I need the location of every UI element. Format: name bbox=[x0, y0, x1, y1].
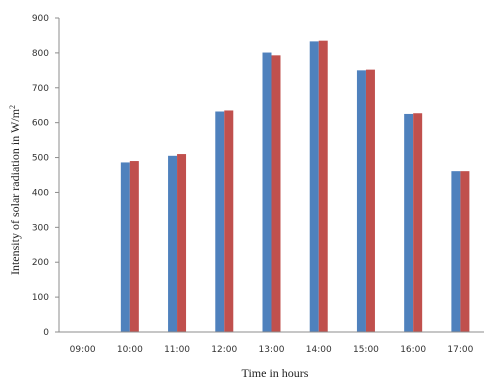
bar-series-2-1200 bbox=[224, 110, 234, 332]
bar-series-2-1500 bbox=[365, 69, 375, 332]
bar-series-1-1700 bbox=[451, 171, 461, 332]
y-tick-label: 300 bbox=[32, 223, 49, 233]
x-tick-labels: 09:00 10:00 11:00 12:00 13:00 14:00 15:00 16:00… bbox=[70, 345, 474, 355]
bar-series-1-1500 bbox=[356, 70, 366, 332]
y-tick-label: 400 bbox=[32, 188, 49, 198]
y-axis-title-main: Intensity of solar radiation in W/m bbox=[8, 108, 22, 275]
bar-series-1-1000 bbox=[120, 162, 130, 332]
x-tick-label: 09:00 bbox=[70, 345, 96, 355]
bar-series-2-1700 bbox=[460, 171, 470, 332]
y-tick-label: 100 bbox=[32, 293, 49, 303]
bar-series-1-1200 bbox=[215, 111, 225, 332]
y-tick-label: 200 bbox=[32, 258, 49, 268]
bar-series-2-1100 bbox=[177, 154, 187, 332]
y-axis-title-superscript: 2 bbox=[8, 105, 17, 109]
bar-series-1-1100 bbox=[168, 155, 178, 332]
x-tick-label: 16:00 bbox=[400, 345, 426, 355]
x-axis-title: Time in hours bbox=[242, 366, 309, 379]
x-tick-label: 14:00 bbox=[306, 345, 332, 355]
y-tick-label: 0 bbox=[43, 328, 49, 338]
bar-series-2-1300 bbox=[271, 55, 281, 332]
y-tick-marks bbox=[55, 17, 59, 333]
x-tick-label: 11:00 bbox=[164, 345, 190, 355]
bar-series-1-1400 bbox=[309, 41, 319, 333]
x-tick-label: 12:00 bbox=[211, 345, 237, 355]
y-tick-label: 600 bbox=[32, 119, 49, 129]
bar-series-1-1600 bbox=[404, 113, 414, 332]
y-tick-label: 900 bbox=[32, 14, 49, 24]
x-tick-label: 10:00 bbox=[117, 345, 143, 355]
bar-series-2-1400 bbox=[318, 40, 328, 333]
x-tick-label: 17:00 bbox=[447, 345, 473, 355]
y-tick-label: 500 bbox=[32, 154, 49, 164]
x-tick-label: 15:00 bbox=[353, 345, 379, 355]
x-tick-label: 13:00 bbox=[259, 345, 285, 355]
y-tick-label: 800 bbox=[32, 49, 49, 59]
y-tick-labels: 0 100 200 300 400 500 600 700 800 900 bbox=[32, 14, 49, 338]
bars bbox=[120, 40, 470, 333]
bar-series-2-1000 bbox=[129, 161, 139, 332]
y-axis-title: Intensity of solar radiation in W/m2 bbox=[8, 105, 22, 275]
y-tick-label: 700 bbox=[32, 84, 49, 94]
bar-series-2-1600 bbox=[413, 113, 423, 332]
bar-series-1-1300 bbox=[262, 52, 272, 332]
